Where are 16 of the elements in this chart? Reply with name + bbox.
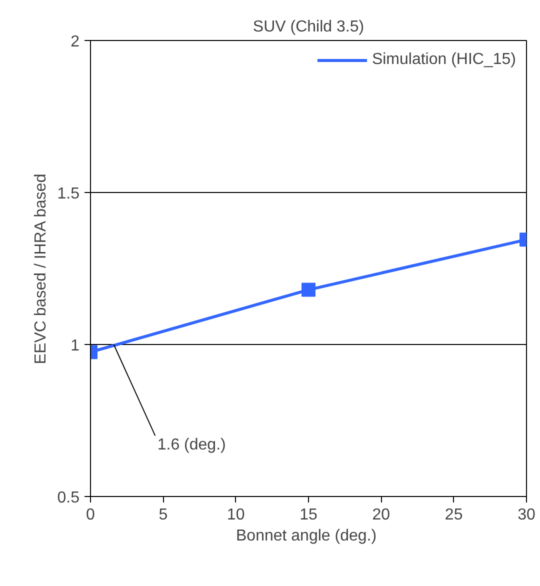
y-tick-label: 1 xyxy=(70,338,80,354)
x-tick-label: 10 xyxy=(226,506,245,524)
annotation: 1.6 (deg.) xyxy=(157,436,226,454)
y-tick-label: 2 xyxy=(70,34,80,50)
x-tick-label: 15 xyxy=(300,506,318,524)
x-tick-label: 30 xyxy=(518,506,536,524)
x-axis-title: Bonnet angle (deg.) xyxy=(236,528,377,544)
x-tick-label: 0 xyxy=(86,506,96,524)
y-tick-label: 1.5 xyxy=(57,186,80,202)
legend-label: Simulation (HIC_15) xyxy=(372,51,516,69)
y-tick-label: 0.5 xyxy=(57,490,80,506)
x-tick-label: 25 xyxy=(444,506,463,524)
x-tick-label: 20 xyxy=(372,506,390,524)
y-axis-title: EEVC based / IHRA based xyxy=(32,174,50,364)
x-tick-label: 5 xyxy=(158,506,168,524)
chart-title: SUV (Child 3.5) xyxy=(252,18,364,36)
